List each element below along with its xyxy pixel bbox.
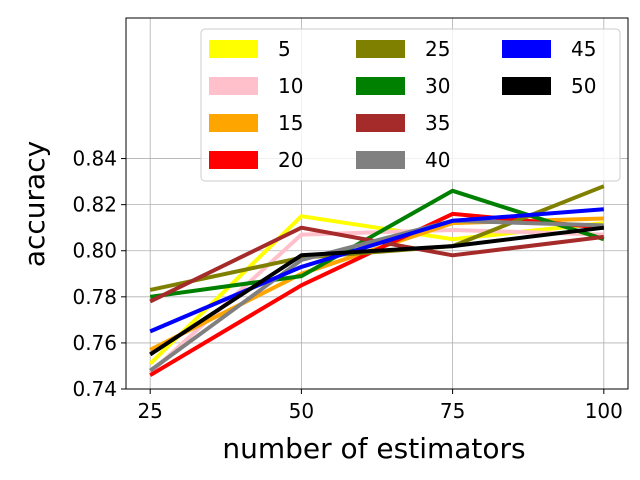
x-tick-label: 75	[440, 399, 465, 423]
y-tick-label: 0.82	[72, 193, 117, 217]
legend-swatch-35	[356, 114, 405, 132]
legend-swatch-20	[209, 151, 258, 169]
legend-label-20: 20	[278, 148, 303, 172]
axis-ticks: 25 50 75 100 0.74 0.76 0.78 0.80 0.82 0.84	[72, 147, 622, 423]
y-axis-label: accuracy	[18, 141, 51, 267]
series-line-50	[149, 225, 605, 357]
legend-label-40: 40	[425, 148, 450, 172]
legend-swatch-5	[209, 40, 258, 58]
y-tick-label: 0.74	[72, 377, 117, 401]
legend: 5 10 15 20 25 30 35 40 45 50	[200, 28, 621, 182]
legend-label-50: 50	[571, 74, 596, 98]
legend-label-10: 10	[278, 74, 303, 98]
legend-label-30: 30	[425, 74, 450, 98]
legend-swatch-40	[356, 151, 405, 169]
legend-swatch-30	[356, 77, 405, 95]
legend-label-25: 25	[425, 37, 450, 61]
series-line-45	[149, 207, 604, 334]
x-tick-label: 100	[585, 399, 623, 423]
series-line-40	[149, 218, 604, 373]
legend-label-45: 45	[571, 37, 596, 61]
legend-label-35: 35	[425, 111, 450, 135]
y-tick-label: 0.84	[72, 147, 117, 171]
x-tick-label: 50	[289, 399, 314, 423]
legend-swatch-45	[502, 40, 551, 58]
legend-label-15: 15	[278, 111, 303, 135]
legend-label-5: 5	[278, 37, 291, 61]
legend-swatch-25	[356, 40, 405, 58]
series-lines	[148, 184, 605, 377]
legend-swatch-15	[209, 114, 258, 132]
plot-frame	[125, 17, 629, 390]
legend-swatch-10	[209, 77, 258, 95]
y-tick-label: 0.78	[72, 285, 117, 309]
y-tick-label: 0.76	[72, 331, 117, 355]
legend-box	[200, 28, 621, 182]
legend-swatch-50	[502, 77, 551, 95]
x-axis-label: number of estimators	[222, 432, 525, 465]
y-tick-label: 0.80	[72, 239, 117, 263]
x-tick-label: 25	[137, 399, 162, 423]
